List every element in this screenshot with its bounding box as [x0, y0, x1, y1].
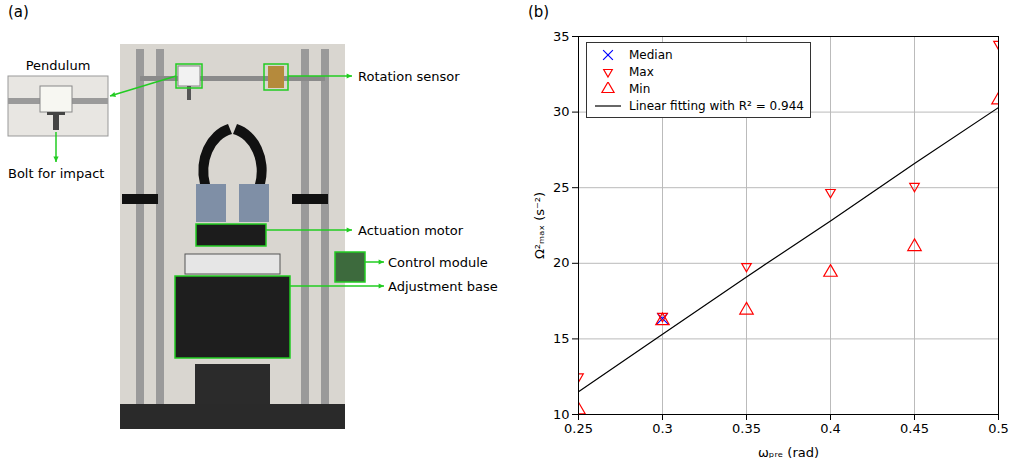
html-text:Min: Min: [629, 81, 651, 96]
html-text:(a): (a): [8, 3, 29, 21]
svg-text:0.4: 0.4: [820, 421, 841, 436]
svg-text:15: 15: [553, 331, 570, 346]
svg-text:Adjustment base: Adjustment base: [388, 279, 498, 294]
html-text:Median: Median: [629, 47, 673, 62]
html-text:Max: Max: [629, 64, 654, 79]
svg-text:25: 25: [553, 180, 570, 195]
svg-text:0.45: 0.45: [900, 421, 929, 436]
svg-text:0.35: 0.35: [732, 421, 761, 436]
svg-text:Control module: Control module: [388, 255, 488, 270]
svg-text:35: 35: [553, 29, 570, 44]
html-text:(b): (b): [528, 3, 550, 21]
html-text:Linear fitting with R² = 0.944: Linear fitting with R² = 0.944: [629, 98, 804, 113]
svg-text:Ω²ₘₐₓ (s⁻²): Ω²ₘₐₓ (s⁻²): [532, 192, 547, 259]
svg-text:Actuation motor: Actuation motor: [358, 223, 464, 238]
svg-text:0.25: 0.25: [564, 421, 593, 436]
svg-text:0.5: 0.5: [988, 421, 1009, 436]
svg-text:20: 20: [553, 255, 570, 270]
svg-text:ωₚᵣₑ (rad): ωₚᵣₑ (rad): [758, 445, 819, 460]
svg-text:Bolt for impact: Bolt for impact: [8, 166, 104, 181]
svg-text:10: 10: [553, 407, 570, 422]
svg-text:Pendulum: Pendulum: [26, 58, 91, 73]
svg-text:30: 30: [553, 104, 570, 119]
svg-text:0.3: 0.3: [652, 421, 673, 436]
svg-text:Rotation sensor: Rotation sensor: [358, 69, 460, 84]
